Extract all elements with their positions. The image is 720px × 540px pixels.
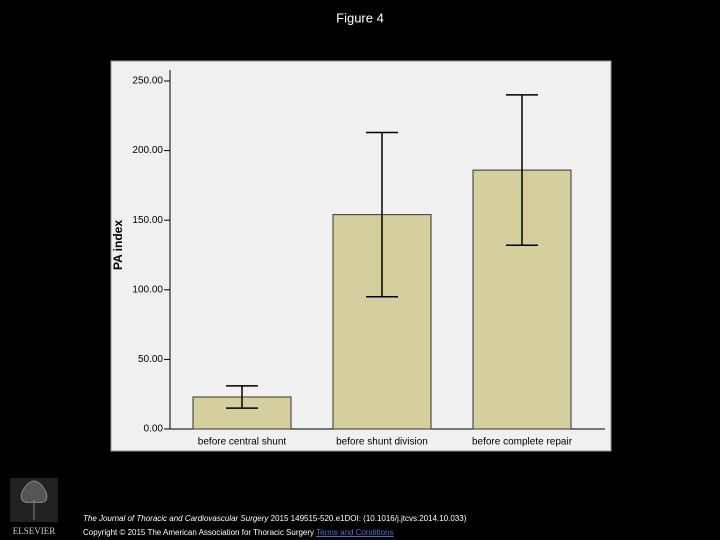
figure-label: Figure 4 [336, 10, 384, 25]
journal-name: The Journal of Thoracic and Cardiovascul… [83, 514, 269, 523]
copyright-line: Copyright © 2015 The American Associatio… [83, 528, 394, 537]
x-tick-label: before central shunt [198, 437, 287, 448]
x-tick-label: before shunt division [336, 437, 428, 448]
error-bar [366, 131, 398, 298]
x-tick-label: before complete repair [472, 437, 573, 448]
citation: The Journal of Thoracic and Cardiovascul… [83, 514, 466, 523]
publisher-logo: ELSEVIER [10, 478, 58, 536]
y-tick-label: 0.00 [144, 424, 164, 435]
y-tick-label: 250.00 [132, 76, 163, 87]
y-tick-label: 100.00 [132, 284, 163, 295]
y-tick-label: 150.00 [132, 215, 163, 226]
copyright: Copyright © 2015 The American Associatio… [83, 528, 315, 537]
publisher-name: ELSEVIER [13, 526, 56, 536]
error-bar [506, 94, 538, 247]
y-tick-label: 200.00 [132, 145, 163, 156]
y-tick-label: 50.00 [138, 354, 163, 365]
y-axis-label: PA index [111, 220, 125, 270]
citation-details: 2015 149515-520.e1DOI: (10.1016/j.jtcvs.… [270, 514, 467, 523]
error-bar [226, 385, 258, 409]
terms-link[interactable]: Terms and Conditions [316, 528, 394, 537]
logo-tree-shape [20, 480, 48, 520]
